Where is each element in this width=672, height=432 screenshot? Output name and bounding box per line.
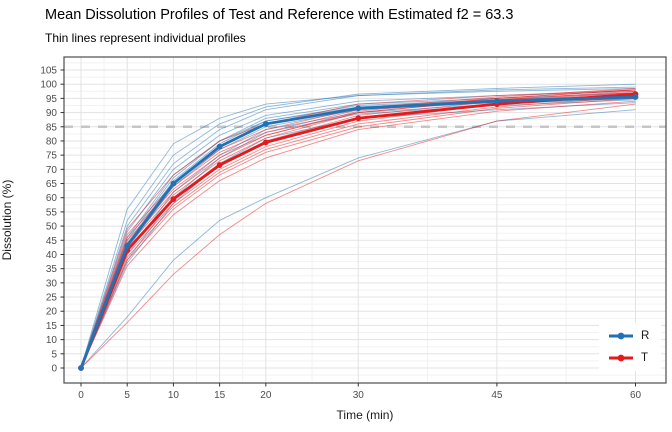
mean-point-R — [632, 94, 639, 100]
mean-line-T — [79, 92, 636, 369]
y-tick-label: 65 — [46, 179, 58, 190]
mean-point-R — [262, 121, 269, 127]
individual-profile-R — [80, 92, 636, 369]
mean-point-T — [262, 139, 269, 146]
mean-point-R — [78, 365, 84, 371]
legend-key-t-icon — [609, 354, 633, 362]
individual-profile-T — [80, 87, 636, 369]
mean-point-T — [216, 162, 223, 168]
y-tick-label: 25 — [46, 293, 58, 304]
legend-item-t: T — [599, 347, 661, 369]
individual-profile-T — [80, 100, 636, 369]
individual-profile-R — [80, 87, 636, 369]
y-tick-label: 15 — [46, 321, 58, 332]
individual-profile-R — [80, 109, 636, 369]
y-tick-label: 30 — [46, 278, 58, 289]
individual-profile-R — [80, 86, 636, 369]
mean-point-R — [216, 143, 223, 150]
y-tick-label: 35 — [46, 264, 58, 275]
legend-label-r: R — [641, 330, 650, 342]
legend-item-r: R — [599, 325, 661, 347]
mean-point-R — [355, 105, 362, 112]
x-tick-label: 15 — [214, 390, 226, 401]
y-tick-label: 20 — [46, 307, 58, 318]
x-tick-label: 30 — [353, 390, 365, 401]
y-tick-label: 45 — [46, 236, 58, 247]
y-tick-label: 75 — [46, 151, 58, 162]
y-tick-label: 40 — [46, 250, 58, 261]
individual-profile-T — [80, 96, 636, 369]
x-axis-title: Time (min) — [336, 408, 394, 422]
individual-profile-R — [80, 90, 636, 369]
x-tick-label: 60 — [630, 390, 642, 401]
individual-profile-T — [80, 89, 636, 369]
y-tick-label: 85 — [46, 122, 58, 133]
y-tick-label: 10 — [46, 335, 58, 346]
mean-point-R — [124, 243, 131, 249]
mean-line-R — [79, 95, 636, 369]
y-tick-label: 80 — [46, 136, 58, 147]
individual-profile-R — [80, 95, 636, 369]
x-tick-label: 5 — [124, 390, 130, 401]
individual-profile-T — [80, 97, 636, 369]
chart-subtitle: Thin lines represent individual profiles — [45, 31, 246, 45]
y-tick-label: 100 — [40, 80, 57, 91]
individual-profile-T — [80, 89, 636, 369]
y-tick-label: 105 — [40, 65, 57, 76]
y-tick-label: 70 — [46, 165, 58, 176]
x-tick-label: 10 — [168, 390, 180, 401]
y-tick-label: 0 — [51, 364, 57, 375]
y-tick-label: 95 — [46, 94, 58, 105]
chart-title: Mean Dissolution Profiles of Test and Re… — [45, 7, 514, 23]
individual-profile-R — [80, 83, 636, 369]
y-tick-label: 90 — [46, 108, 58, 119]
x-tick-label: 20 — [260, 390, 272, 401]
legend-key-r-icon — [609, 332, 633, 340]
y-tick-label: 60 — [46, 193, 58, 204]
y-axis-title: Dissolution (%) — [0, 179, 14, 261]
y-tick-label: 55 — [46, 207, 58, 218]
panel-border — [63, 56, 667, 384]
y-tick-label: 50 — [46, 222, 58, 233]
x-tick-label: 45 — [491, 390, 503, 401]
panel-background — [64, 57, 666, 383]
mean-point-T — [170, 196, 177, 203]
mean-point-T — [355, 115, 362, 122]
legend-label-t: T — [641, 352, 649, 364]
y-tick-label: 5 — [51, 349, 57, 360]
mean-point-R — [493, 98, 500, 105]
mean-point-R — [170, 180, 177, 187]
legend: R T — [599, 323, 661, 371]
individual-profile-T — [80, 103, 636, 369]
x-tick-label: 0 — [78, 390, 84, 401]
